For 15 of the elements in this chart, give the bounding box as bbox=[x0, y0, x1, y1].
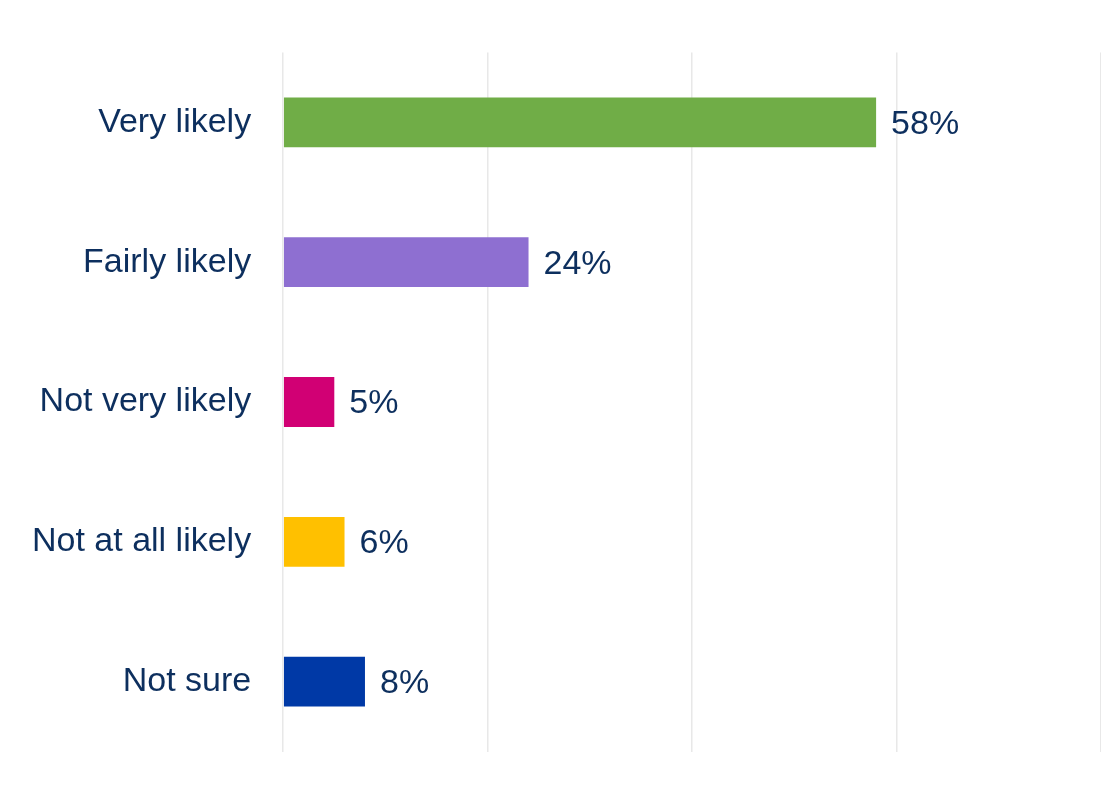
y-tick-label: Not sure bbox=[122, 660, 252, 699]
data-label: 24% bbox=[543, 242, 612, 281]
y-tick-label: Not very likely bbox=[39, 380, 252, 419]
bar bbox=[283, 377, 335, 427]
y-tick-label: Very likely bbox=[98, 100, 252, 139]
y-tick-label: Fairly likely bbox=[83, 240, 252, 279]
data-label: 8% bbox=[379, 662, 430, 701]
data-label: 6% bbox=[359, 522, 409, 561]
data-label: 58% bbox=[891, 102, 960, 141]
data-label: 5% bbox=[349, 382, 399, 421]
y-tick-label: Not at all likely bbox=[31, 520, 252, 559]
bar bbox=[283, 97, 877, 148]
bar bbox=[283, 656, 365, 707]
bar bbox=[283, 237, 529, 288]
bar bbox=[283, 516, 345, 567]
